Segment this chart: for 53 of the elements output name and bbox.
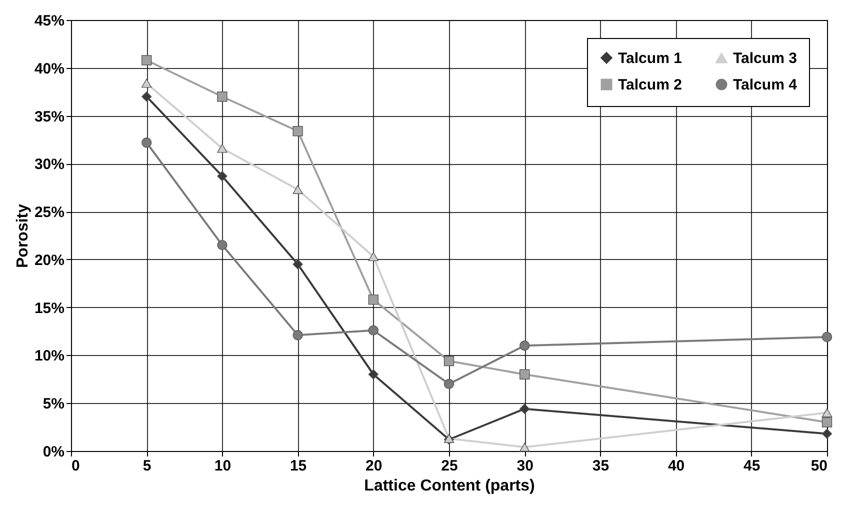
point — [444, 356, 454, 366]
legend-label: Talcum 4 — [733, 76, 798, 94]
point — [520, 369, 530, 380]
point — [142, 92, 152, 102]
x-tick-label: 5 — [142, 458, 152, 474]
y-tick-label: 40% — [34, 60, 64, 78]
point — [368, 294, 378, 305]
y-axis-title: Porosity — [14, 204, 32, 268]
point — [822, 332, 832, 342]
point — [292, 126, 303, 136]
point — [822, 408, 832, 418]
x-tick-label: 30 — [516, 458, 534, 474]
y-tick-label: 45% — [34, 12, 64, 30]
point — [292, 259, 303, 270]
point — [142, 55, 152, 66]
point — [520, 404, 530, 414]
y-tick-label: 35% — [34, 108, 64, 126]
x-tick-label: 10 — [214, 458, 232, 474]
point — [444, 378, 454, 390]
point — [368, 369, 378, 380]
point — [822, 417, 832, 428]
x-tick-label: 50 — [810, 458, 828, 474]
point — [142, 138, 152, 148]
point — [520, 340, 530, 351]
legend-label: Talcum 3 — [733, 50, 797, 68]
point — [142, 78, 152, 88]
y-tick-label: 15% — [34, 300, 64, 317]
x-tick-label: 45 — [744, 458, 760, 474]
point — [217, 144, 228, 153]
point — [217, 171, 228, 182]
x-tick-label: 15 — [290, 458, 307, 474]
x-tick-label: 20 — [366, 458, 382, 474]
point — [822, 428, 832, 439]
y-tick-label: 0% — [42, 444, 64, 460]
x-tick-label: 25 — [441, 458, 458, 474]
x-tick-label: 40 — [668, 458, 685, 474]
point — [368, 252, 378, 262]
x-axis-title: Lattice Content (parts) — [364, 478, 535, 494]
point — [217, 92, 228, 102]
legend-label: Talcum 1 — [618, 50, 682, 67]
y-tick-label: 20% — [34, 252, 64, 269]
point — [292, 185, 303, 194]
y-tick-label: 30% — [34, 156, 64, 174]
point — [217, 240, 228, 250]
legend-label: Talcum 2 — [618, 76, 682, 94]
y-tick-label: 25% — [34, 204, 64, 222]
point — [292, 330, 303, 340]
x-tick-label: 35 — [592, 458, 610, 474]
y-tick-label: 10% — [34, 348, 64, 365]
x-tick-label: 0 — [72, 458, 80, 474]
y-tick-label: 5% — [42, 396, 64, 413]
point — [368, 325, 378, 336]
point — [520, 442, 530, 452]
